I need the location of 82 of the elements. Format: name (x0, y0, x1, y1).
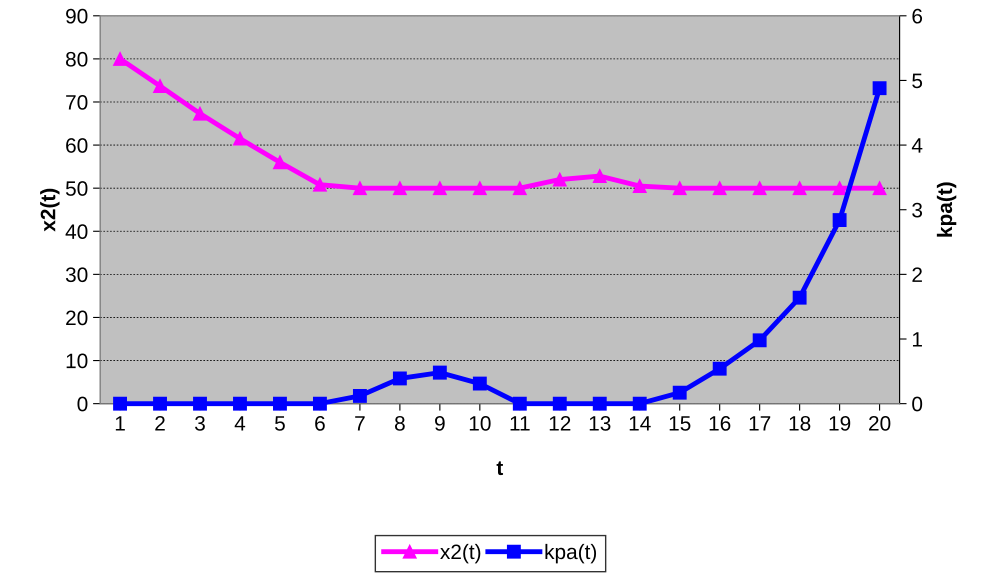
point (832, 181, 847, 196)
y2-tick-label: 5 (912, 74, 922, 88)
legend-label: kpa(t) (545, 544, 596, 564)
x-tick-label: 6 (315, 416, 325, 431)
point (153, 396, 167, 411)
point (233, 396, 247, 411)
y2-tick-label: 4 (912, 138, 922, 153)
y2-axis-title: kpa(t) (936, 182, 956, 237)
point (432, 366, 447, 380)
y-tick-label: 90 (66, 8, 88, 24)
x-tick-label: 13 (590, 416, 610, 431)
x-tick-label: 16 (710, 416, 730, 431)
point (792, 290, 807, 305)
point (472, 181, 487, 196)
point (113, 396, 127, 411)
y-tick-label: 10 (66, 354, 88, 368)
point (352, 388, 367, 403)
legend-label: x2(t) (440, 544, 480, 564)
point (432, 181, 447, 196)
y2-tick-label: 1 (912, 332, 922, 347)
point (312, 396, 327, 411)
x-tick-label: 10 (470, 416, 491, 431)
point (712, 181, 727, 196)
x-tick-label: 8 (394, 416, 405, 431)
x-axis-title: t (496, 461, 504, 476)
point (273, 396, 287, 411)
y-tick-label: 80 (66, 52, 88, 67)
point (752, 181, 767, 196)
x-tick-label: 15 (670, 416, 690, 431)
x-tick-label: 3 (195, 416, 205, 431)
x-tick-label: 2 (155, 416, 165, 431)
point (552, 396, 567, 411)
y2-tick-label: 6 (912, 8, 922, 24)
point (472, 376, 487, 391)
point (392, 181, 407, 196)
point (832, 213, 847, 228)
x-tick-label: 9 (435, 416, 445, 431)
y2-tick-label: 0 (912, 396, 922, 412)
y-tick-label: 20 (66, 310, 88, 326)
x-tick-label: 20 (869, 416, 890, 431)
x-tick-label: 19 (830, 416, 850, 431)
y-tick-label: 60 (66, 138, 88, 153)
point (752, 333, 767, 348)
point (792, 181, 807, 196)
y-tick-label: 40 (66, 224, 88, 240)
y-tick-label: 30 (66, 267, 88, 282)
y-tick-label: 70 (66, 94, 88, 110)
x-tick-label: 18 (790, 416, 810, 431)
point (512, 181, 527, 196)
x-tick-label: 1 (116, 416, 125, 431)
point (672, 181, 687, 196)
point (312, 178, 327, 192)
point (592, 396, 607, 411)
point (512, 396, 527, 411)
point (632, 179, 647, 193)
point (592, 169, 607, 184)
point (392, 371, 407, 386)
point (233, 132, 247, 146)
y2-tick-label: 2 (912, 267, 922, 282)
point (193, 106, 207, 121)
x-tick-label: 14 (630, 416, 651, 431)
point (632, 396, 647, 411)
point (273, 155, 287, 170)
point (352, 181, 367, 196)
point (193, 396, 207, 411)
x-tick-label: 12 (550, 416, 570, 431)
point (872, 181, 887, 196)
point (153, 79, 167, 93)
point (113, 52, 127, 66)
point (712, 362, 727, 376)
y2-tick-label: 3 (912, 202, 922, 218)
x-tick-label: 5 (274, 416, 285, 431)
point (672, 386, 687, 400)
point (872, 81, 887, 96)
y-tick-label: 50 (66, 181, 88, 196)
point (552, 172, 567, 186)
y-tick-label: 0 (77, 396, 88, 412)
x-tick-label: 7 (355, 416, 365, 431)
x-tick-label: 17 (750, 416, 770, 431)
x-tick-label: 11 (510, 416, 530, 431)
y-axis-title: x2(t) (40, 188, 60, 232)
x-tick-label: 4 (234, 416, 246, 431)
